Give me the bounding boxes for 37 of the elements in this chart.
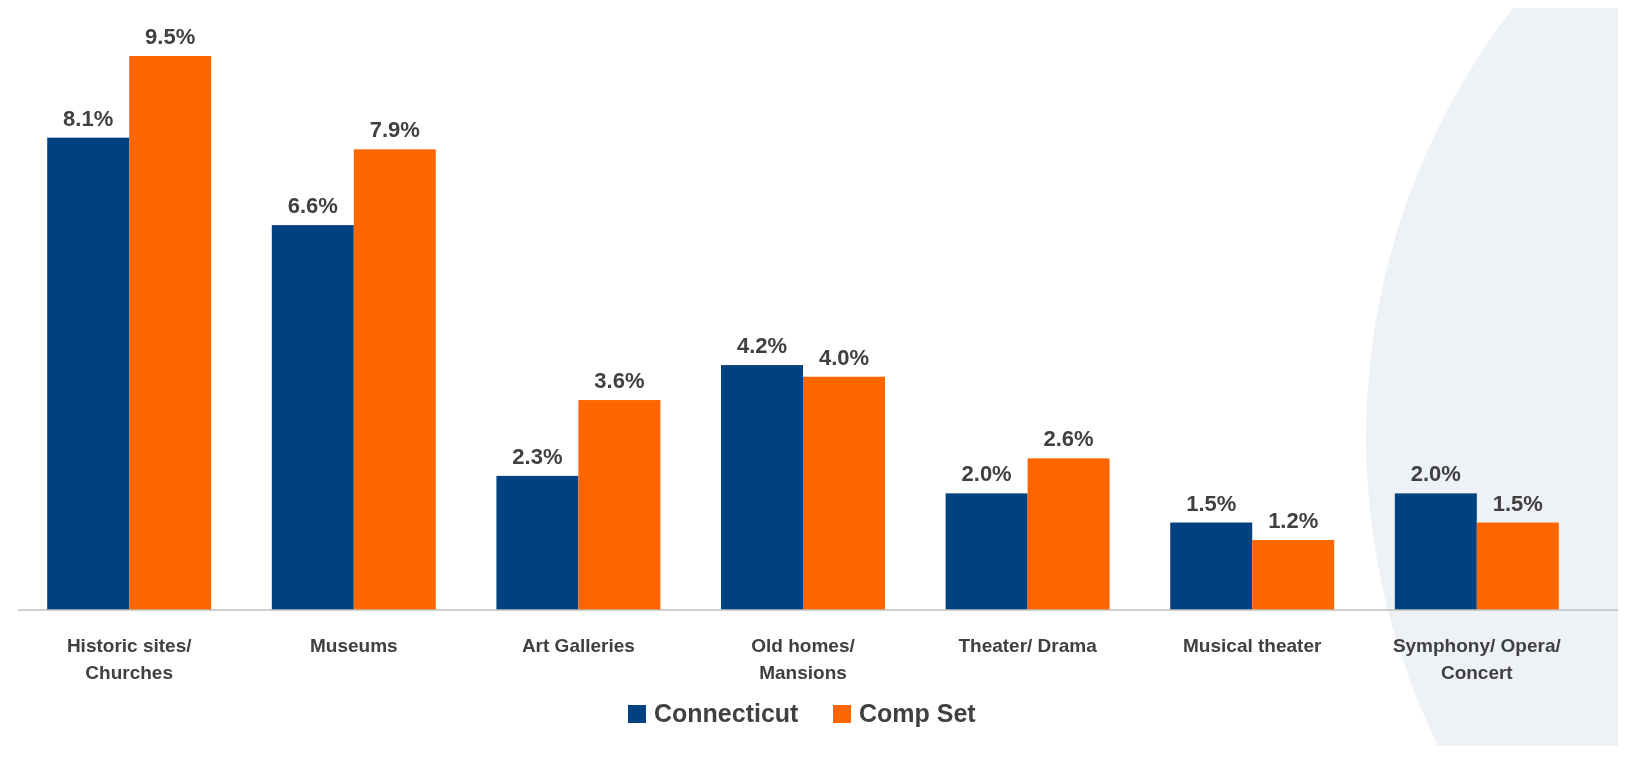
data-label: 6.6% [287,193,338,219]
data-label: 8.1% [63,105,114,131]
bar [271,225,354,610]
data-label: 4.0% [818,344,870,370]
data-label: 7.9% [369,117,420,143]
data-label: 1.2% [1268,508,1319,534]
x-tick-label: Historic sites/ Churches [66,635,193,683]
bar [496,475,579,610]
x-tick-label: Theater/ Drama [958,635,1098,656]
x-tick-label: Symphony/ Opera/ Concert [1392,635,1562,683]
data-label: 2.6% [1043,426,1094,452]
data-label: 4.2% [736,333,788,359]
legend-label: Comp Set [859,699,977,727]
bar [1170,522,1253,610]
data-label: 9.5% [145,24,196,49]
bar [721,365,803,610]
data-label: 3.6% [594,368,645,394]
data-label: 2.0% [961,461,1012,487]
bar [129,56,212,610]
bar [945,493,1028,610]
data-label: 1.5% [1492,490,1543,516]
bar [1252,540,1335,610]
bar [47,137,130,610]
bar [1394,493,1477,610]
data-label: 2.3% [512,443,563,469]
data-label: 2.0% [1410,461,1461,487]
x-tick-label: Art Galleries [521,635,635,656]
bar [578,400,661,610]
legend-label: Connecticut [654,699,800,727]
bar [1476,522,1559,610]
x-tick-label: Old homes/ Mansions [751,635,856,683]
data-label: 1.5% [1186,490,1237,516]
x-tick-label: Musical theater [1183,635,1322,656]
bar [1027,458,1110,610]
bar [353,149,436,610]
bar [803,376,885,610]
x-tick-label: Museums [309,635,398,656]
